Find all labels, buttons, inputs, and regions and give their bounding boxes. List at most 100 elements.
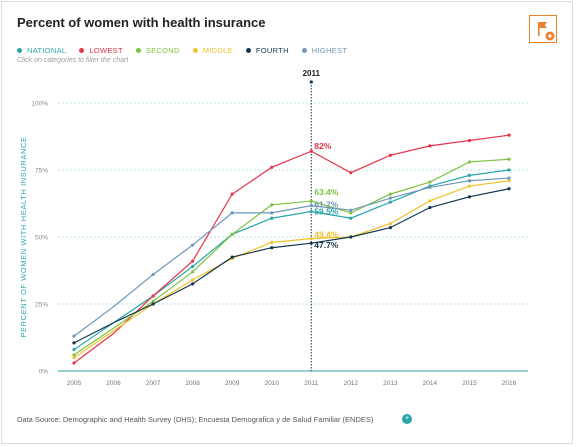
- data-point: [191, 270, 195, 274]
- data-point: [428, 144, 432, 148]
- data-point: [72, 334, 76, 338]
- data-point: [507, 168, 511, 172]
- legend-dot: [192, 47, 198, 53]
- data-point: [309, 241, 313, 245]
- data-point: [309, 199, 313, 203]
- data-label-lowest: 82%: [314, 141, 331, 151]
- data-point: [467, 179, 472, 183]
- legend-label: LOWEST: [89, 45, 123, 55]
- x-tick-label: 2011: [304, 380, 318, 387]
- x-tick-label: 2014: [423, 380, 438, 387]
- data-point: [230, 255, 234, 259]
- data-point: [467, 138, 472, 143]
- data-point: [270, 240, 274, 244]
- legend-label: SECOND: [145, 45, 180, 55]
- series-line-highest: [73, 177, 510, 337]
- data-point: [507, 176, 511, 180]
- data-point: [270, 165, 274, 169]
- data-point: [388, 226, 392, 230]
- data-point: [349, 171, 353, 175]
- legend-dot: [301, 47, 307, 53]
- data-point: [349, 211, 353, 215]
- data-point: [507, 187, 511, 191]
- series-line-middle: [73, 180, 510, 359]
- data-point: [467, 195, 472, 199]
- x-tick-label: 2016: [502, 380, 517, 387]
- legend-label: MIDDLE: [202, 45, 233, 55]
- marker-dot: [309, 80, 313, 84]
- series-line-second: [73, 158, 510, 356]
- data-point: [151, 294, 155, 298]
- series-line-lowest: [73, 134, 510, 364]
- data-point: [191, 259, 195, 263]
- x-tick-label: 2015: [462, 380, 477, 387]
- data-point: [72, 356, 76, 360]
- y-tick-label: 25%: [35, 302, 48, 309]
- data-point: [270, 216, 274, 220]
- series-line-national: [73, 169, 510, 351]
- data-point: [230, 192, 234, 196]
- x-tick-label: 2005: [67, 380, 82, 387]
- legend-item-highest[interactable]: HIGHEST: [301, 45, 348, 55]
- data-point: [388, 196, 392, 200]
- data-point: [230, 211, 234, 215]
- x-tick-label: 2012: [344, 380, 359, 387]
- chart-title: Percent of women with health insurance: [17, 15, 266, 30]
- data-point: [151, 302, 155, 306]
- data-point: [151, 299, 155, 303]
- legend-item-lowest[interactable]: LOWEST: [79, 45, 123, 55]
- data-point: [230, 232, 234, 236]
- data-point: [309, 237, 313, 241]
- legend-label: FOURTH: [255, 45, 289, 55]
- data-point: [191, 264, 195, 269]
- data-source: Data Source: Demographic and Health Surv…: [17, 415, 374, 424]
- x-tick-label: 2013: [383, 380, 398, 387]
- data-point: [72, 347, 76, 352]
- y-tick-label: 100%: [31, 101, 48, 108]
- data-point: [72, 353, 76, 357]
- data-point: [151, 272, 155, 277]
- y-tick-label: 50%: [35, 235, 48, 242]
- data-point: [467, 173, 472, 177]
- data-point: [191, 278, 195, 282]
- data-point: [309, 204, 313, 208]
- marker-year-label: 2011: [303, 69, 321, 78]
- legend-dot: [135, 47, 141, 53]
- data-point: [72, 341, 76, 345]
- data-point: [191, 282, 195, 286]
- data-point: [507, 179, 511, 183]
- data-point: [507, 133, 511, 137]
- data-point: [349, 235, 353, 239]
- legend-dot: [245, 47, 251, 53]
- data-point: [270, 246, 274, 250]
- data-label-fourth: 47.7%: [314, 240, 339, 250]
- data-point: [388, 200, 392, 204]
- data-label-national: 59.5%: [314, 207, 339, 217]
- x-tick-label: 2006: [106, 380, 121, 387]
- data-point: [72, 361, 76, 365]
- x-tick-label: 2009: [225, 380, 240, 387]
- legend: NATIONAL LOWEST SECOND MIDDLE FOURTH HIGHEST: [17, 44, 360, 56]
- series-line-fourth: [73, 188, 510, 344]
- legend-item-second[interactable]: SECOND: [135, 45, 180, 55]
- x-tick-label: 2010: [264, 380, 279, 387]
- data-point: [428, 205, 432, 210]
- legend-item-fourth[interactable]: FOURTH: [245, 45, 289, 55]
- data-point: [467, 160, 472, 164]
- data-point: [349, 216, 353, 220]
- y-tick-label: 75%: [35, 168, 48, 175]
- legend-label: NATIONAL: [27, 45, 67, 55]
- flag-button[interactable]: [529, 15, 557, 43]
- filter-hint: Click on categories to filter the chart: [17, 57, 129, 64]
- flag-icon: [538, 22, 555, 41]
- data-point: [467, 184, 472, 188]
- data-point: [428, 199, 432, 203]
- x-tick-label: 2008: [185, 380, 200, 387]
- data-point: [270, 211, 274, 215]
- legend-item-middle[interactable]: MIDDLE: [192, 45, 233, 55]
- data-point: [388, 153, 392, 157]
- legend-label: HIGHEST: [311, 45, 348, 55]
- legend-item-national[interactable]: NATIONAL: [17, 46, 66, 55]
- data-point: [388, 222, 392, 226]
- plus-icon[interactable]: +: [402, 414, 412, 424]
